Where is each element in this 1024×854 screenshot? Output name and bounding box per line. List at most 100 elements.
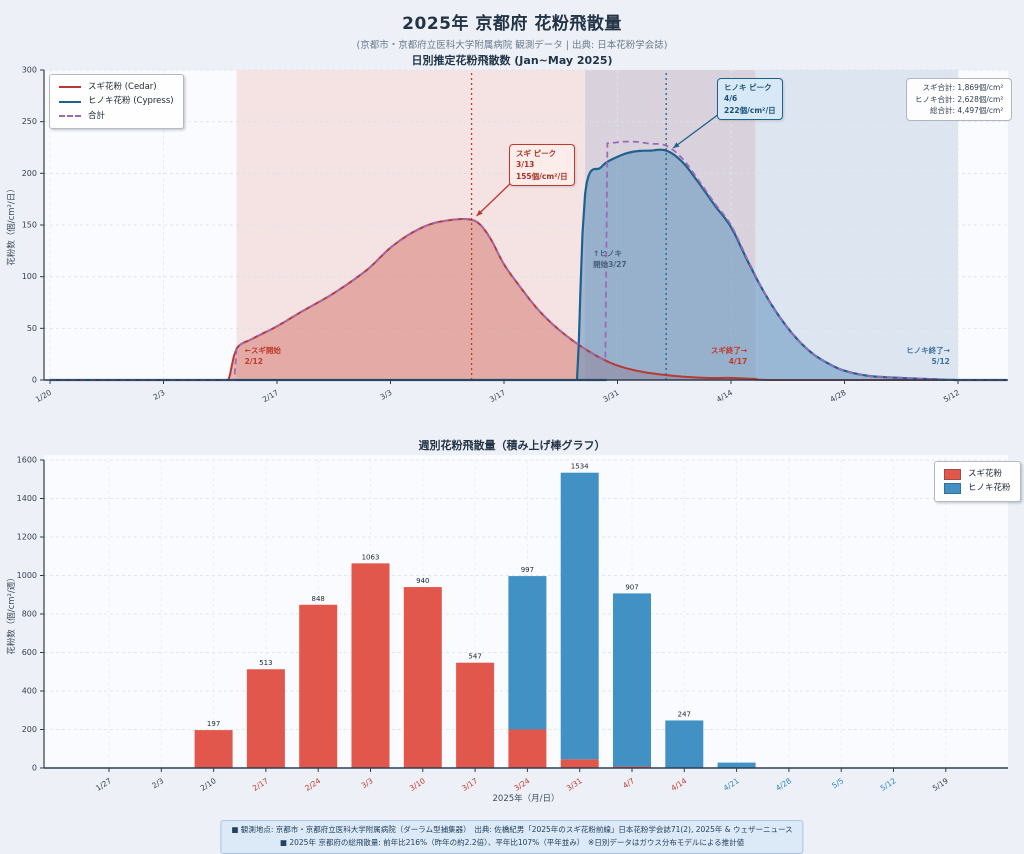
- legend-label: 合計: [88, 110, 106, 121]
- cypress-total: ヒノキ合計: 2,628個/cm²: [915, 94, 1004, 104]
- legend-label: ヒノキ花粉: [968, 483, 1011, 494]
- bar-value-label: 513: [259, 659, 272, 667]
- daily-y-axis-title: 花粉数（個/cm²/日）: [6, 184, 17, 266]
- cypress-peak-annotation: ヒノキ ピーク 4/6 222個/cm²/日: [717, 78, 783, 120]
- weekly-xtick-label: 5/12: [879, 776, 898, 793]
- daily-xtick-label: 3/3: [379, 388, 394, 402]
- bar-value-label: 997: [521, 566, 534, 574]
- weekly-ytick-label: 200: [22, 725, 37, 734]
- cedar-bar: [299, 604, 338, 768]
- annotation-value: 155個/cm²/日: [516, 171, 568, 181]
- weekly-xtick-label: 2/24: [303, 776, 322, 793]
- weekly-xtick-label: 4/21: [722, 776, 741, 793]
- annotation-date: 3/13: [516, 160, 535, 170]
- weekly-xtick-label: 2/17: [251, 776, 270, 793]
- total-line-swatch: [59, 115, 81, 118]
- annotation-arrowhead: [476, 209, 483, 216]
- daily-ytick-label: 50: [27, 324, 37, 333]
- cedar-bar: [246, 669, 285, 768]
- daily-plot: 0 50 100 150 200 250 300 1/20 2/3 2/17 3/3 3/17 3/31…: [6, 66, 1008, 404]
- weekly-ytick-label: 600: [22, 648, 37, 657]
- daily-xtick-label: 2/17: [261, 388, 280, 404]
- cypress-bar: [508, 576, 547, 730]
- bar-value-label: 848: [312, 595, 325, 603]
- weekly-xtick-label: 3/31: [565, 776, 584, 793]
- weekly-xtick-label: 2/3: [150, 776, 165, 790]
- cedar-peak-annotation: スギ ピーク 3/13 155個/cm²/日: [509, 144, 575, 186]
- weekly-xtick-label: 5/5: [830, 776, 845, 790]
- cypress-line-swatch: [59, 100, 81, 103]
- daily-xtick-label: 5/12: [942, 388, 961, 404]
- weekly-xtick-label: 2/10: [199, 776, 218, 793]
- annotation-date: 4/6: [724, 94, 738, 104]
- weekly-xtick-label: 4/7: [621, 776, 636, 790]
- weekly-xtick-label: 3/24: [512, 776, 531, 793]
- cedar-end-note: 4/17: [729, 357, 747, 366]
- daily-chart-legend: スギ花粉 (Cedar) ヒノキ花粉 (Cypress) 合計: [49, 74, 184, 130]
- weekly-y-axis-title: 花粉数（個/cm²/週）: [6, 573, 17, 655]
- weekly-chart-title: 週別花粉飛散量（積み上げ棒グラフ）: [418, 439, 606, 452]
- bar-value-label: 1063: [362, 553, 380, 561]
- weekly-ytick-label: 1000: [17, 571, 37, 580]
- daily-xtick-label: 3/17: [488, 388, 507, 404]
- weekly-ytick-label: 1600: [17, 456, 37, 465]
- page-subtitle: (京都市・京都府立医科大学附属病院 観測データ | 出典: 日本花粉学会誌): [356, 40, 668, 51]
- season-totals-box: スギ合計: 1,869個/cm² ヒノキ合計: 2,628個/cm² 総合計: …: [906, 78, 1013, 121]
- annotation-value: 222個/cm²/日: [724, 105, 776, 115]
- cedar-start-note: ←スギ開始: [245, 345, 282, 355]
- weekly-ytick-label: 0: [32, 764, 37, 773]
- legend-item-cedar: スギ花粉: [944, 467, 1011, 481]
- cypress-patch-swatch: [944, 483, 961, 495]
- weekly-xtick-label: 3/3: [360, 776, 375, 790]
- cedar-bar: [508, 729, 547, 768]
- cedar-total: スギ合計: 1,869個/cm²: [922, 83, 1004, 92]
- weekly-xtick-label: 4/14: [669, 776, 688, 793]
- weekly-chart-legend: スギ花粉 ヒノキ花粉: [934, 461, 1021, 502]
- daily-ytick-label: 100: [22, 272, 37, 281]
- daily-ytick-label: 300: [22, 66, 37, 75]
- weekly-xtick-label: 3/17: [460, 776, 479, 793]
- page-title: 2025年 京都府 花粉飛散量: [402, 14, 622, 34]
- cedar-bar: [560, 759, 599, 768]
- weekly-plot: 197 513 848 1063 940 547 997 1534 907 247 0 200 400 6…: [6, 455, 1008, 804]
- legend-label: スギ花粉: [968, 469, 1003, 479]
- bar-value-label: 547: [468, 653, 481, 661]
- cedar-bar: [403, 587, 442, 768]
- bar-value-label: 197: [207, 720, 220, 728]
- cypress-bar: [613, 593, 651, 767]
- cypress-end-note: ヒノキ終了→: [906, 345, 950, 355]
- daily-ytick-label: 150: [22, 221, 37, 230]
- weekly-ytick-label: 800: [22, 610, 37, 619]
- cedar-start-note: 2/12: [245, 357, 263, 366]
- daily-xtick-label: 1/20: [34, 388, 53, 404]
- weekly-xtick-label: 1/27: [94, 776, 113, 793]
- legend-label: ヒノキ花粉 (Cypress): [88, 96, 174, 107]
- cedar-line-swatch: [59, 86, 81, 89]
- cypress-bar: [717, 762, 756, 768]
- weekly-xtick-label: 3/10: [408, 776, 427, 793]
- weekly-x-axis-title: 2025年（月/日）: [493, 793, 560, 804]
- annotation-title: スギ ピーク: [516, 149, 557, 158]
- footer-notes: ■ 観測地点: 京都市・京都府立医科大学附属病院（ダーラム型捕集器） 出典: 佐…: [220, 820, 804, 854]
- annotation-title: ヒノキ ピーク: [724, 83, 772, 92]
- cypress-end-note: 5/12: [931, 357, 949, 366]
- daily-xtick-label: 4/14: [715, 388, 734, 404]
- daily-xtick-label: 4/28: [828, 388, 847, 404]
- legend-item-total: 合計: [59, 109, 174, 123]
- bar-value-label: 940: [416, 577, 429, 585]
- cedar-patch-swatch: [944, 468, 961, 480]
- weekly-xtick-label: 5/19: [931, 776, 950, 793]
- cedar-end-note: スギ終了→: [711, 345, 747, 355]
- cypress-start-note: 開始3/27: [593, 259, 626, 269]
- weekly-ytick-label: 1200: [17, 533, 37, 542]
- grand-total: 総合計: 4,497個/cm²: [930, 106, 1004, 116]
- legend-label: スギ花粉 (Cedar): [88, 82, 157, 92]
- daily-ytick-label: 0: [32, 376, 37, 385]
- legend-item-cypress: ヒノキ花粉: [944, 481, 1011, 495]
- cedar-area: [50, 219, 1007, 380]
- bar-value-label: 247: [678, 710, 691, 718]
- cypress-start-note: ↑ヒノキ: [593, 249, 622, 258]
- weekly-ytick-label: 1400: [17, 494, 37, 503]
- bar-value-label: 1534: [571, 463, 589, 471]
